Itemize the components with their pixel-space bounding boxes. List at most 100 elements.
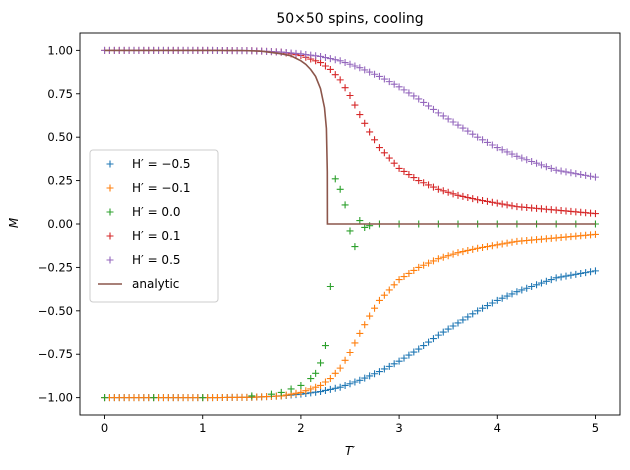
data-point [439, 253, 447, 261]
data-point [498, 294, 506, 302]
data-point [380, 149, 388, 157]
legend-marker [106, 256, 114, 264]
data-point [371, 70, 379, 78]
data-point [439, 328, 447, 336]
data-point [326, 65, 334, 73]
data-point [361, 223, 369, 231]
data-point [591, 230, 599, 238]
y-axis-label: M [7, 217, 21, 228]
data-point [385, 286, 393, 294]
data-point [366, 128, 374, 136]
data-point [361, 374, 369, 382]
data-point [493, 144, 501, 152]
data-point [351, 339, 359, 347]
data-point [425, 259, 433, 267]
data-point [572, 270, 580, 278]
legend-item: H′ = 0.0 [106, 205, 181, 219]
y-tick-label: 0.00 [47, 217, 73, 231]
data-point [366, 312, 374, 320]
data-point [361, 66, 369, 74]
legend-item: analytic [98, 277, 179, 291]
data-point [390, 281, 398, 289]
data-point [326, 385, 334, 393]
x-axis: 0 1 2 3 4 5 [101, 415, 599, 435]
data-point [346, 92, 354, 100]
data-point [464, 127, 472, 135]
data-point [449, 190, 457, 198]
y-tick-label: −0.75 [38, 347, 73, 361]
data-point [542, 277, 550, 285]
data-point [420, 342, 428, 350]
data-point [425, 338, 433, 346]
data-point [331, 384, 339, 392]
data-point [537, 279, 545, 287]
data-point [336, 383, 344, 391]
data-point [395, 276, 403, 284]
series-5 [104, 49, 596, 225]
data-point [415, 345, 423, 353]
legend-item: H′ = 0.5 [106, 253, 181, 267]
data-point [572, 170, 580, 178]
data-point [474, 196, 482, 204]
y-tick-label: 0.50 [47, 130, 73, 144]
data-point [326, 375, 334, 383]
data-point [287, 385, 295, 393]
data-point [503, 201, 511, 209]
data-point [346, 60, 354, 68]
data-point [312, 52, 320, 60]
data-point [356, 376, 364, 384]
data-point [297, 388, 305, 396]
y-tick-label: −1.00 [38, 391, 73, 405]
data-point [488, 198, 496, 206]
data-point [542, 163, 550, 171]
data-point [528, 157, 536, 165]
data-point [469, 245, 477, 253]
y-tick-label: 0.25 [47, 174, 73, 188]
data-point [390, 360, 398, 368]
data-point [321, 54, 329, 62]
data-point [415, 177, 423, 185]
data-point [341, 381, 349, 389]
data-point [449, 322, 457, 330]
data-point [434, 331, 442, 339]
data-point [479, 243, 487, 251]
data-point [523, 156, 531, 164]
data-point [444, 252, 452, 260]
data-point [331, 71, 339, 79]
data-point [312, 383, 320, 391]
data-point [508, 290, 516, 298]
data-point [577, 171, 585, 179]
data-point [533, 281, 541, 289]
data-point [479, 136, 487, 144]
data-point [385, 362, 393, 370]
data-point [380, 291, 388, 299]
data-point [341, 356, 349, 364]
legend-marker [106, 232, 114, 240]
data-point [331, 175, 339, 183]
data-point [297, 50, 305, 58]
data-point [371, 370, 379, 378]
data-point [307, 51, 315, 59]
data-point [498, 200, 506, 208]
legend-label: H′ = 0.1 [132, 229, 181, 243]
data-point [498, 240, 506, 248]
data-point [474, 244, 482, 252]
data-point [434, 109, 442, 117]
data-point [415, 263, 423, 271]
x-tick-label: 5 [592, 421, 599, 435]
data-point [469, 195, 477, 203]
data-point [371, 304, 379, 312]
data-point [464, 246, 472, 254]
data-point [513, 288, 521, 296]
data-point [479, 197, 487, 205]
data-point [410, 174, 418, 182]
data-point [366, 372, 374, 380]
data-point [282, 391, 290, 399]
data-point [346, 348, 354, 356]
data-point [302, 50, 310, 58]
data-point [429, 183, 437, 191]
legend-box [89, 149, 219, 303]
data-point [547, 276, 555, 284]
